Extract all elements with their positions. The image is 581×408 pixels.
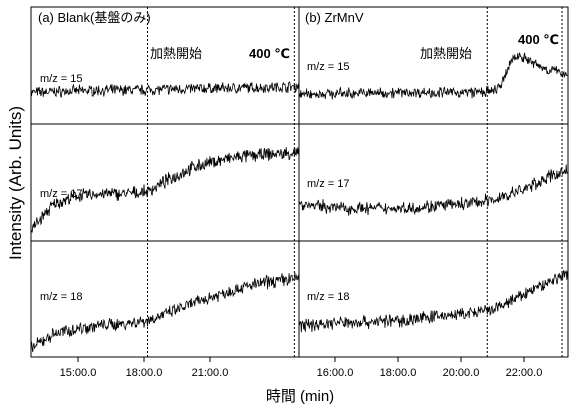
series-label: m/z = 18 (307, 291, 350, 303)
x-tick-label: 21:00.0 (192, 367, 229, 379)
series-label: m/z = 15 (307, 61, 350, 73)
series-line (298, 52, 569, 100)
x-tick-label: 22:00.0 (506, 367, 543, 379)
heating-start-label: 加熱開始 (420, 46, 472, 61)
x-tick-label: 18:00.0 (380, 367, 417, 379)
series-line (298, 164, 569, 216)
series-line (31, 147, 300, 233)
series-label: m/z = 17 (307, 178, 350, 190)
y-axis-label: Intensity (Arb. Units) (6, 106, 25, 260)
series-label: m/z = 15 (40, 73, 83, 85)
series-label: m/z = 17 (40, 188, 83, 200)
series-label: m/z = 18 (40, 291, 83, 303)
temp-label: 400 ℃ (518, 32, 559, 47)
series-line (30, 81, 300, 98)
x-tick-label: 15:00.0 (60, 367, 97, 379)
panel-title: (a) Blank(基盤のみ) (38, 10, 151, 25)
series-line (298, 270, 569, 333)
heating-start-label: 加熱開始 (150, 46, 202, 61)
series-line (30, 272, 300, 353)
x-axis-label: 時間 (min) (266, 388, 334, 405)
panel-b-frame (298, 6, 569, 358)
x-tick-label: 16:00.0 (317, 367, 354, 379)
x-tick-label: 18:00.0 (126, 367, 163, 379)
panel-title: (b) ZrMnV (305, 10, 364, 25)
temp-label: 400 ℃ (249, 46, 290, 61)
x-tick-label: 20:00.0 (443, 367, 480, 379)
